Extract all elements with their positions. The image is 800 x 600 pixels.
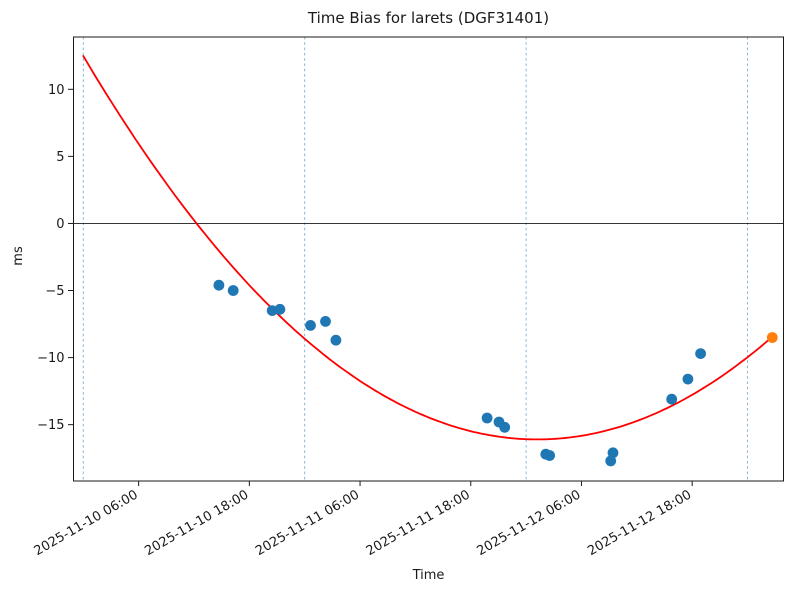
fit-curve [82,55,774,441]
bias-measurement-point [227,285,239,296]
y-tick-label: −5 [45,284,64,299]
quadratic-fit [82,55,774,441]
scatter-points [213,279,778,467]
bias-measurement-point [607,447,619,459]
y-tick-label: −15 [37,418,64,433]
bias-measurement-point [499,421,511,433]
x-axis-label: Time [412,568,445,583]
y-tick-label: 0 [56,217,64,232]
y-axis-ticks: 10 5 0 −5 −10 −15 [37,83,74,433]
bias-measurement-point [330,334,342,346]
bias-measurement-point [666,393,678,405]
bias-measurement-point [274,303,286,315]
x-tick-label: 2025-11-10 18:00 [142,487,251,559]
chart-title: Time Bias for larets (DGF31401) [307,9,549,27]
bias-measurement-point [320,316,331,327]
bias-measurement-point [695,348,706,359]
y-tick-label: 5 [56,150,64,165]
y-axis-label: ms [11,246,26,266]
bias-measurement-point [544,450,555,461]
x-tick-label: 2025-11-10 06:00 [32,487,141,559]
x-tick-label: 2025-11-12 18:00 [585,487,694,559]
bias-measurement-point [305,320,316,331]
bias-measurement-point [213,279,225,291]
bias-measurement-point [682,373,694,385]
y-tick-label: 10 [48,83,65,98]
day-gridlines [82,37,748,481]
x-axis-ticks: 2025-11-10 06:00 2025-11-10 18:00 2025-11-… [32,481,694,559]
latest-measurement-point [766,332,778,343]
y-tick-label: −10 [37,351,64,366]
bias-measurement-point [481,412,493,424]
x-tick-label: 2025-11-11 06:00 [253,487,362,559]
x-tick-label: 2025-11-11 18:00 [364,487,473,559]
plot-border [73,36,784,482]
x-tick-label: 2025-11-12 06:00 [474,487,583,559]
bias-measurement-point [605,455,617,467]
